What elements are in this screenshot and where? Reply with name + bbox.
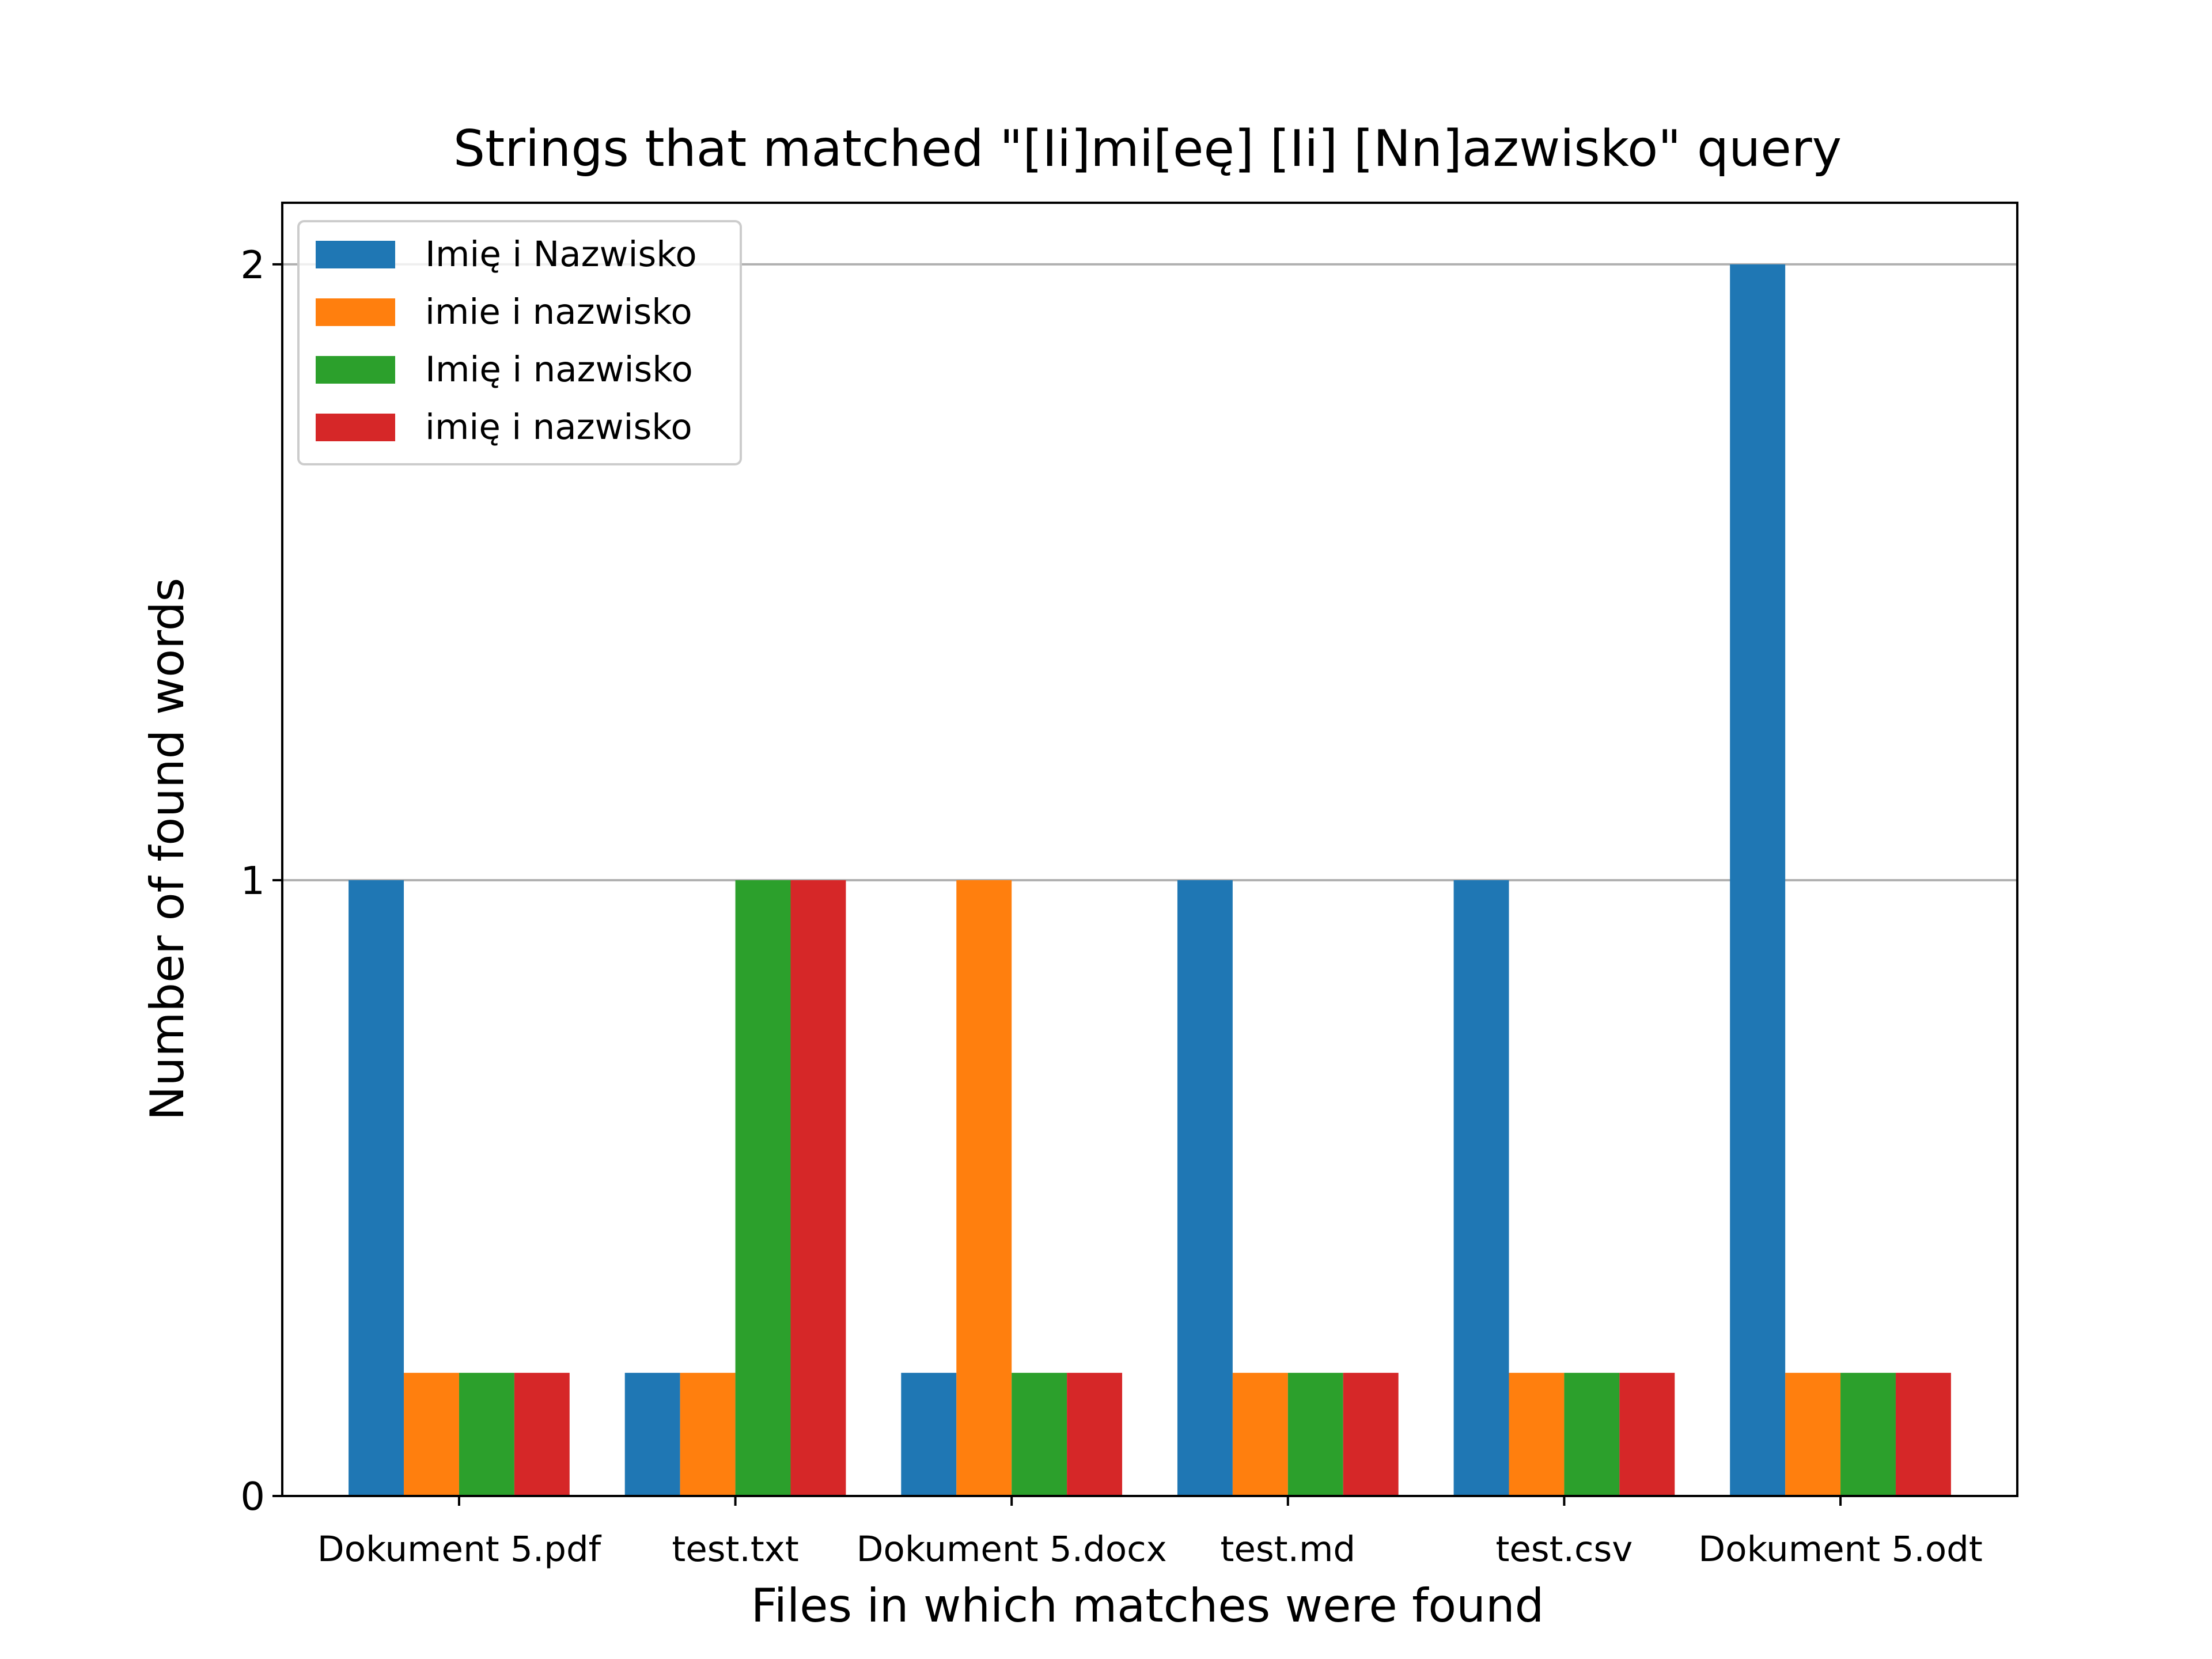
legend-label: Imię i Nazwisko: [425, 234, 697, 275]
bars: [349, 264, 1951, 1496]
legend-label: imię i nazwisko: [425, 407, 692, 448]
x-axis-label: Files in which matches were found: [751, 1579, 1544, 1633]
bar-0-0: [349, 880, 404, 1496]
bar-3-0: [1177, 880, 1233, 1496]
y-axis-ticks: 0 1 2: [240, 243, 282, 1519]
bar-5-1: [1785, 1373, 1841, 1496]
x-tick-label: Dokument 5.docx: [857, 1529, 1167, 1570]
plot-area-frame: [281, 202, 2018, 1497]
bar-4-3: [1619, 1373, 1675, 1496]
bar-3-3: [1343, 1373, 1399, 1496]
bar-3-1: [1232, 1373, 1288, 1496]
bar-2-2: [1012, 1373, 1067, 1496]
legend-frame: [297, 220, 742, 465]
bar-1-3: [790, 880, 846, 1496]
legend-swatch: [316, 414, 395, 441]
bar-5-0: [1730, 264, 1786, 1496]
bar-1-0: [624, 1373, 680, 1496]
x-axis-ticks: Dokument 5.pdf test.txt Dokument 5.docx tes…: [317, 1496, 1983, 1570]
bar-4-1: [1509, 1373, 1565, 1496]
bar-2-1: [956, 880, 1012, 1496]
x-tick-label: Dokument 5.odt: [1698, 1529, 1982, 1570]
legend: Imię i Nazwisko imie i nazwisko Imię i naz…: [297, 220, 742, 465]
bar-2-3: [1067, 1373, 1123, 1496]
bar-3-2: [1287, 1373, 1343, 1496]
bar-0-3: [514, 1373, 570, 1496]
x-tick-label: test.md: [1220, 1529, 1355, 1570]
bar-4-2: [1564, 1373, 1620, 1496]
y-tick-label: 1: [240, 858, 265, 903]
y-tick-label: 2: [240, 243, 265, 287]
bar-2-0: [901, 1373, 957, 1496]
x-tick-label: test.txt: [672, 1529, 798, 1570]
legend-label: Imię i nazwisko: [425, 349, 693, 390]
y-axis-label: Number of found words: [141, 578, 194, 1120]
legend-label: imie i nazwisko: [425, 291, 692, 332]
chart-title: Strings that matched "[Ii]mi[eę] [Ii] [N…: [453, 119, 1842, 178]
legend-swatch: [316, 241, 395, 268]
y-tick-label: 0: [240, 1474, 265, 1519]
bar-4-0: [1453, 880, 1509, 1496]
bar-0-2: [459, 1373, 514, 1496]
x-tick-label: Dokument 5.pdf: [317, 1529, 602, 1570]
legend-swatch: [316, 356, 395, 384]
legend-swatch: [316, 298, 395, 326]
bar-0-1: [404, 1373, 459, 1496]
bar-5-2: [1840, 1373, 1896, 1496]
bar-5-3: [1895, 1373, 1951, 1496]
x-tick-label: test.csv: [1495, 1529, 1633, 1570]
bar-1-2: [735, 880, 791, 1496]
bar-1-1: [680, 1373, 736, 1496]
